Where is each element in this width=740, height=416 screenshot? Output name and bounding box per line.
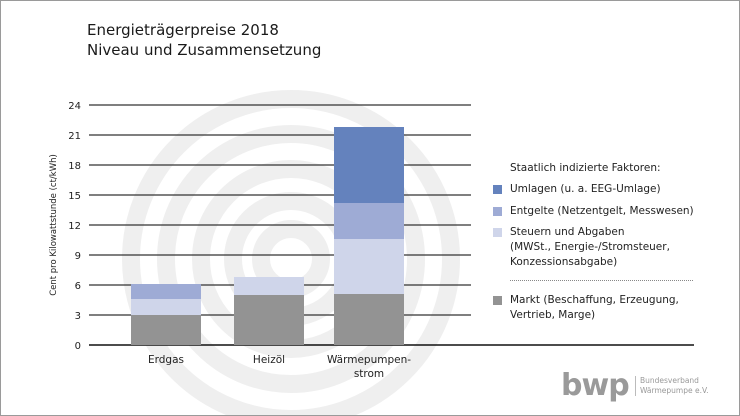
legend-label-line: Konzessionsabgabe) xyxy=(510,256,618,268)
bar-segment xyxy=(334,239,404,294)
watermark-ring xyxy=(157,125,425,393)
y-tick-label: 0 xyxy=(75,341,81,352)
legend-divider xyxy=(510,280,693,281)
bar-segment xyxy=(131,299,201,315)
legend-swatch xyxy=(493,228,502,237)
bar-segment xyxy=(334,127,404,203)
legend-swatch xyxy=(493,185,502,194)
bar-segment xyxy=(131,284,201,299)
logo-line: Bundesverband xyxy=(640,376,699,385)
bar-segment xyxy=(334,294,404,345)
x-tick-label: strom xyxy=(354,368,384,380)
watermark-ring xyxy=(122,90,460,415)
bar-segment xyxy=(234,295,304,345)
y-tick-label: 15 xyxy=(68,191,81,202)
legend-label-line: Vertrieb, Marge) xyxy=(510,309,596,321)
y-axis-label: Cent pro Kilowattstunde (ct/kWh) xyxy=(49,154,59,296)
bar-segment xyxy=(131,315,201,345)
y-tick-label: 9 xyxy=(75,251,81,262)
legend-label: Umlagen (u. a. EEG-Umlage) xyxy=(510,183,661,195)
chart-title: Energieträgerpreise 2018 xyxy=(87,21,279,39)
legend-swatch xyxy=(493,296,502,305)
x-tick-label: Wärmepumpen- xyxy=(327,354,411,366)
y-tick-label: 3 xyxy=(75,311,81,322)
y-tick-label: 24 xyxy=(68,101,81,112)
bar-segment xyxy=(334,203,404,239)
logo-text: Bundesverband Wärmepumpe e.V. xyxy=(635,376,709,396)
legend-label: Steuern und Abgaben (MWSt., Energie-/Str… xyxy=(510,225,670,270)
y-tick-label: 6 xyxy=(75,281,81,292)
legend-title: Staatlich indizierte Faktoren: xyxy=(510,162,661,174)
legend-label-line: Steuern und Abgaben xyxy=(510,226,625,238)
legend-label-line: (MWSt., Energie-/Stromsteuer, xyxy=(510,241,670,253)
x-tick-label: Erdgas xyxy=(148,354,184,366)
legend-swatch xyxy=(493,207,502,216)
legend-label: Markt (Beschaffung, Erzeugung, Vertrieb,… xyxy=(510,293,679,323)
y-tick-label: 12 xyxy=(68,221,81,232)
bar-segment xyxy=(234,277,304,295)
x-tick-label: Heizöl xyxy=(253,354,285,366)
logo-line: Wärmepumpe e.V. xyxy=(640,386,709,395)
legend-label-line: Markt (Beschaffung, Erzeugung, xyxy=(510,294,679,306)
bwp-logo: bwp xyxy=(561,368,630,403)
legend-label: Entgelte (Netzentgelt, Messwesen) xyxy=(510,205,694,217)
chart-subtitle: Niveau und Zusammensetzung xyxy=(87,41,322,59)
y-tick-label: 18 xyxy=(68,161,81,172)
y-tick-label: 21 xyxy=(68,131,81,142)
